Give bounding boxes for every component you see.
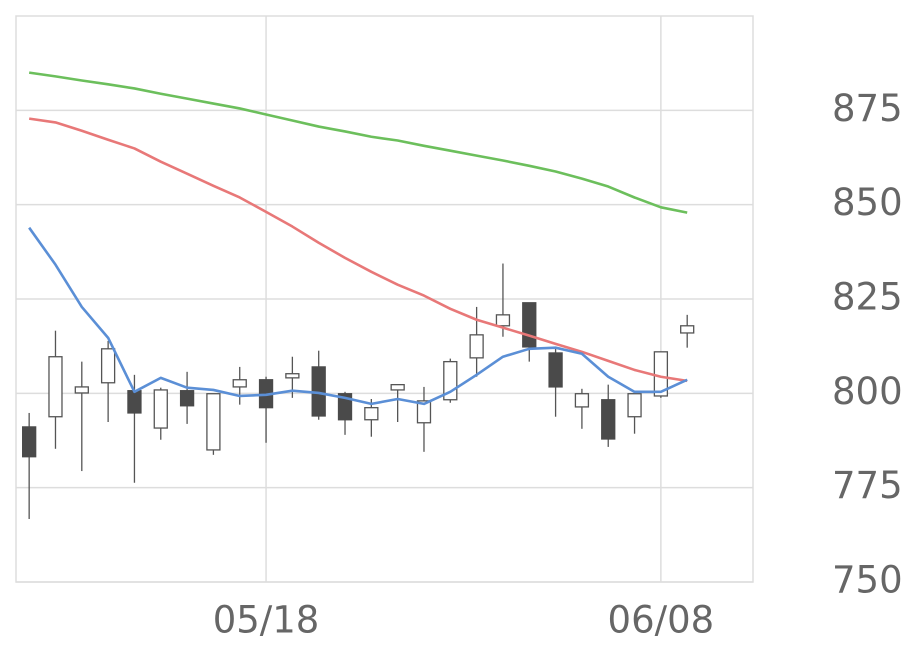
y-tick-label: 750: [832, 559, 903, 602]
candle-body: [153, 389, 168, 429]
moving-average-line: [28, 71, 688, 214]
y-tick-label: 800: [832, 370, 903, 413]
candle-body: [232, 379, 247, 388]
candle-body: [416, 400, 432, 424]
y-tick-label: 825: [832, 276, 903, 319]
y-tick-label: 850: [832, 181, 903, 224]
candle-body: [48, 356, 63, 418]
y-tick-label: 875: [832, 87, 903, 130]
x-tick-label: 06/08: [608, 599, 715, 642]
candle-body: [495, 314, 511, 327]
candle-body: [22, 426, 37, 458]
candle-body: [127, 390, 142, 414]
candle-body: [522, 302, 537, 348]
candle-body: [680, 325, 695, 334]
candle-body: [74, 386, 89, 394]
candle-body: [601, 399, 616, 440]
candle-body: [206, 393, 221, 451]
candle-body: [548, 352, 563, 388]
candle-body: [364, 407, 379, 421]
candle-body: [179, 390, 195, 407]
candle-body: [574, 393, 590, 408]
candle-body: [285, 373, 300, 379]
candle-body: [469, 334, 484, 359]
candle-body: [100, 348, 116, 384]
moving-average-line: [28, 226, 688, 406]
candle-body: [390, 384, 405, 391]
y-tick-label: 775: [832, 464, 903, 507]
moving-average-line: [28, 117, 688, 383]
x-tick-label: 05/18: [213, 599, 320, 642]
candle-body: [337, 393, 353, 421]
candle-body: [627, 393, 642, 418]
